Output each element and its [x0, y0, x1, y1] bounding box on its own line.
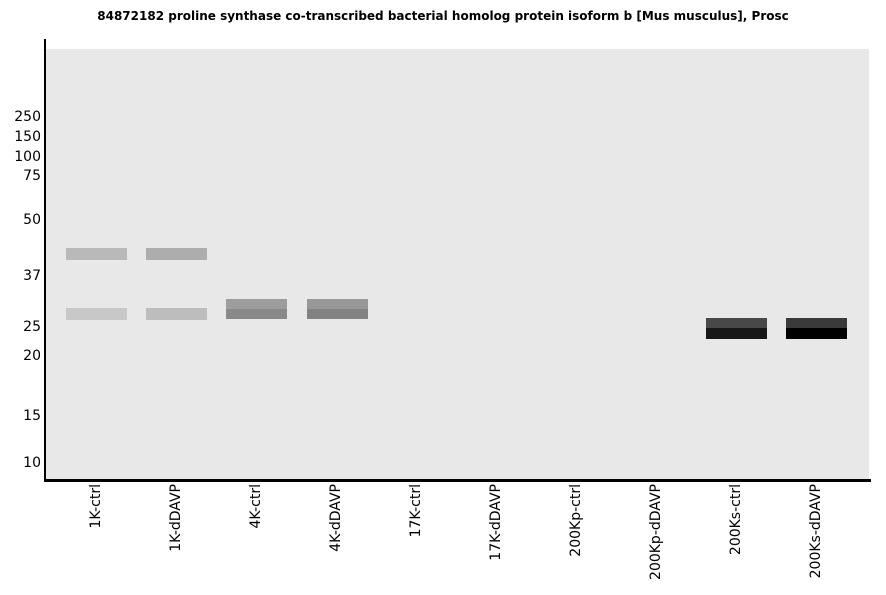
gel-band-segment — [706, 318, 767, 328]
lane-label: 200Kp-ctrl — [568, 484, 584, 557]
y-axis-line — [44, 39, 46, 481]
lane-label: 200Ks-dDAVP — [808, 484, 824, 579]
y-tick-label: 150 — [14, 129, 41, 145]
gel-band-segment — [66, 308, 127, 320]
y-tick-label: 20 — [23, 348, 41, 364]
x-axis-line — [44, 479, 871, 482]
gel-band-segment — [307, 299, 368, 309]
gel-band — [226, 299, 287, 319]
gel-band — [786, 318, 847, 339]
gel-band-segment — [307, 309, 368, 319]
gel-band — [706, 318, 767, 339]
lane-label: 200Ks-ctrl — [728, 484, 744, 556]
y-tick-label: 50 — [23, 212, 41, 228]
gel-plot-area — [46, 49, 869, 479]
gel-band — [146, 248, 207, 260]
y-tick-label: 37 — [23, 268, 41, 284]
y-tick-label: 75 — [23, 168, 41, 184]
lane-label: 17K-ctrl — [408, 484, 424, 538]
gel-band-segment — [66, 248, 127, 260]
gel-band-segment — [146, 248, 207, 260]
y-tick-label: 25 — [23, 319, 41, 335]
lane-label: 17K-dDAVP — [488, 484, 504, 561]
gel-band — [66, 308, 127, 320]
y-tick-label: 10 — [23, 455, 41, 471]
gel-band — [146, 308, 207, 320]
lane-label: 1K-ctrl — [88, 484, 104, 529]
gel-band — [66, 248, 127, 260]
lane-label: 200Kp-dDAVP — [648, 484, 664, 580]
lane-label: 1K-dDAVP — [168, 484, 184, 552]
figure-title: 84872182 proline synthase co-transcribed… — [97, 9, 789, 23]
gel-band-segment — [146, 308, 207, 320]
y-tick-label: 100 — [14, 149, 41, 165]
gel-band — [307, 299, 368, 319]
lane-label: 4K-ctrl — [248, 484, 264, 529]
gel-band-segment — [226, 309, 287, 319]
y-tick-label: 250 — [14, 109, 41, 125]
gel-band-segment — [786, 318, 847, 328]
lane-label: 4K-dDAVP — [328, 484, 344, 552]
y-tick-label: 15 — [23, 408, 41, 424]
gel-band-segment — [706, 328, 767, 339]
gel-band-segment — [226, 299, 287, 309]
gel-band-segment — [786, 328, 847, 339]
